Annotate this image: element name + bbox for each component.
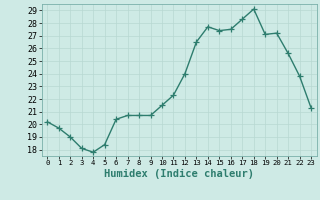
X-axis label: Humidex (Indice chaleur): Humidex (Indice chaleur) [104,169,254,179]
